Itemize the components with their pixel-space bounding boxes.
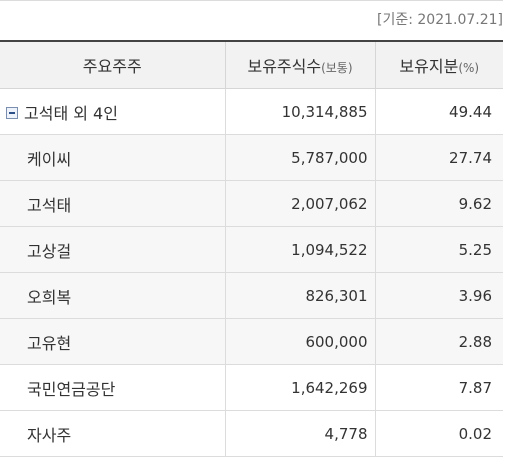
holder-stake: 27.74 [374,134,503,181]
group-shares: 10,314,885 [224,88,375,135]
holder-shares: 826,301 [224,272,375,319]
header-shares-unit: (보통) [321,61,353,75]
table-row: 케이씨 5,787,000 27.74 [0,134,503,181]
table-row: 고유현 600,000 2.88 [0,318,503,365]
holder-stake: 5.25 [374,226,503,273]
header-stake-unit: (%) [458,61,480,75]
table-row: 오희복 826,301 3.96 [0,272,503,319]
header-holder: 주요주주 [0,40,225,89]
top-divider [0,0,503,1]
group-name: 고석태 외 4인 [24,103,118,123]
header-holder-label: 주요주주 [82,57,142,76]
major-shareholders-table: 주요주주 보유주식수(보통) 보유지분(%) 고석태 외 4인 10,314,8… [0,40,503,457]
header-shares-label: 보유주식수 [247,57,322,76]
holder-shares: 600,000 [224,318,375,365]
table-row: 고석태 2,007,062 9.62 [0,180,503,227]
holder-name: 오희복 [0,272,225,319]
table-row: 고상걸 1,094,522 5.25 [0,226,503,273]
holder-stake: 3.96 [374,272,503,319]
holder-name: 고상걸 [0,226,225,273]
holder-stake: 9.62 [374,180,503,227]
group-stake: 49.44 [374,88,503,135]
holder-name: 국민연금공단 [0,364,225,411]
table-row: 자사주 4,778 0.02 [0,410,503,457]
holder-shares: 1,642,269 [224,364,375,411]
collapse-minus-icon[interactable] [6,106,18,119]
holder-name: 고유현 [0,318,225,365]
table-header-row: 주요주주 보유주식수(보통) 보유지분(%) [0,40,503,89]
holder-shares: 1,094,522 [224,226,375,273]
table-row-group[interactable]: 고석태 외 4인 10,314,885 49.44 [0,88,503,135]
reference-date: [기준: 2021.07.21] [376,12,503,28]
holder-shares: 5,787,000 [224,134,375,181]
holder-shares: 4,778 [224,410,375,457]
group-name-cell: 고석태 외 4인 [0,88,225,135]
holder-shares: 2,007,062 [224,180,375,227]
holder-name: 케이씨 [0,134,225,181]
holder-name: 자사주 [0,410,225,457]
header-shares: 보유주식수(보통) [224,40,375,89]
holder-stake: 0.02 [374,410,503,457]
holder-name: 고석태 [0,180,225,227]
table-row: 국민연금공단 1,642,269 7.87 [0,364,503,411]
header-stake: 보유지분(%) [374,40,503,89]
holder-stake: 2.88 [374,318,503,365]
holder-stake: 7.87 [374,364,503,411]
header-stake-label: 보유지분 [399,57,459,76]
